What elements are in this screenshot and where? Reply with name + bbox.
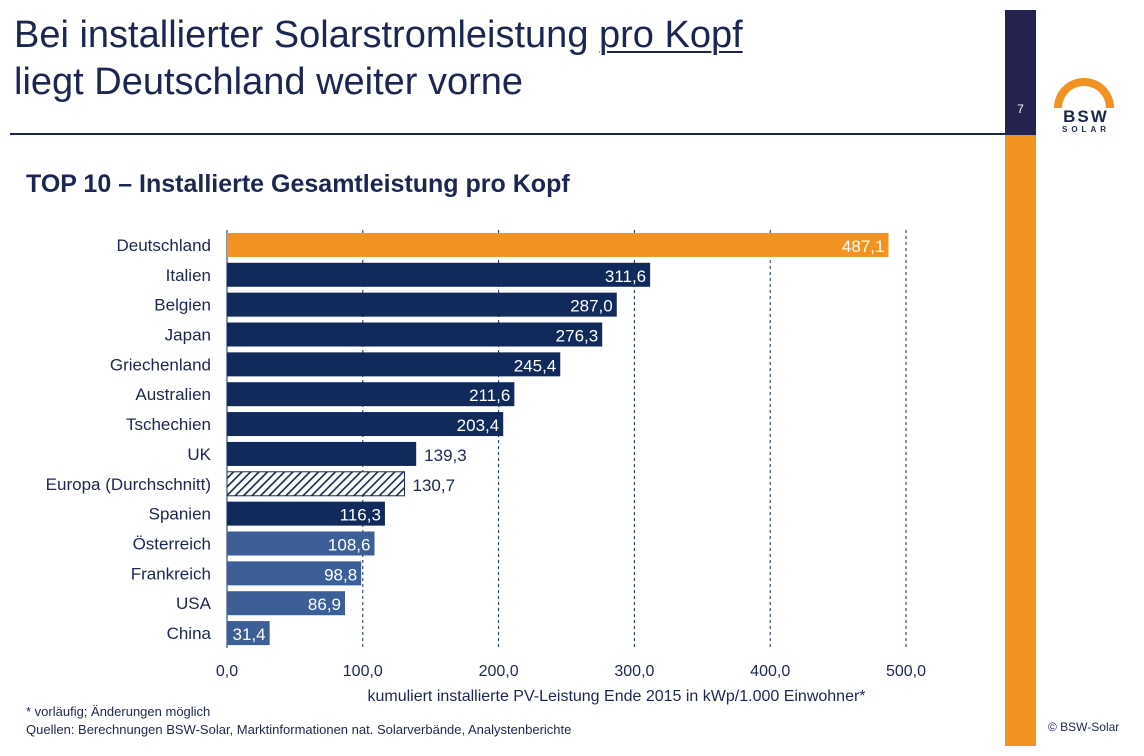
x-tick-label: 0,0	[216, 663, 238, 680]
value-label: 311,6	[605, 267, 646, 286]
category-label: Italien	[166, 266, 211, 285]
side-bar-navy	[1005, 10, 1036, 135]
bar	[227, 292, 617, 317]
bar	[227, 501, 385, 526]
value-label: 276,3	[556, 327, 599, 346]
bar	[227, 531, 375, 556]
x-tick-label: 500,0	[886, 663, 926, 680]
bar	[227, 591, 346, 616]
x-tick-label: 200,0	[479, 663, 519, 680]
category-label: China	[167, 624, 212, 643]
copyright: © BSW-Solar	[1048, 720, 1120, 734]
value-label: 211,6	[469, 386, 510, 405]
value-label: 86,9	[308, 595, 341, 614]
title-line-1: Bei installierter Solarstromleistung pro…	[14, 14, 743, 56]
category-label: Österreich	[133, 535, 211, 554]
page-number: 7	[1017, 102, 1024, 116]
footnote: * vorläufig; Änderungen möglich	[26, 704, 211, 719]
value-label: 287,0	[570, 297, 613, 316]
logo-subtext: SOLAR	[1062, 125, 1110, 134]
category-label: Frankreich	[131, 564, 211, 583]
title-underlined: pro Kopf	[599, 14, 743, 56]
value-label: 139,3	[424, 446, 467, 465]
category-label: Tschechien	[126, 415, 211, 434]
bar	[226, 471, 405, 497]
category-label: Japan	[165, 326, 211, 345]
value-label: 487,1	[842, 237, 885, 256]
bar	[227, 382, 515, 407]
bar	[227, 262, 651, 287]
bar	[227, 412, 504, 437]
bsw-logo-icon	[1054, 78, 1114, 108]
value-label: 245,4	[514, 356, 557, 375]
side-bar-orange	[1005, 135, 1036, 746]
logo-text: BSW	[1063, 107, 1109, 126]
category-label: Australien	[135, 385, 211, 404]
x-tick-label: 100,0	[343, 663, 383, 680]
category-label: Spanien	[149, 505, 211, 524]
bar	[227, 322, 603, 347]
category-label: Deutschland	[116, 236, 211, 255]
chart-title: TOP 10 – Installierte Gesamtleistung pro…	[26, 170, 570, 198]
x-axis-label: kumuliert installierte PV-Leistung Ende …	[367, 688, 865, 705]
category-label: USA	[176, 594, 212, 613]
category-label: Europa (Durchschnitt)	[46, 475, 211, 494]
x-tick-label: 300,0	[614, 663, 654, 680]
title-line-2: liegt Deutschland weiter vorne	[14, 61, 524, 103]
bar	[227, 561, 362, 586]
bar-chart: 0,0 100,0 200,0 300,0 400,0 500,0 Deutschland 4…	[46, 230, 926, 705]
slide-title: Bei installierter Solarstromleistung pro…	[14, 12, 974, 106]
x-tick-label: 400,0	[750, 663, 790, 680]
category-label: Griechenland	[110, 355, 211, 374]
bar	[227, 232, 889, 257]
value-label: 98,8	[324, 565, 357, 584]
value-label: 203,4	[457, 416, 500, 435]
value-label: 31,4	[233, 625, 266, 644]
sources-note: Quellen: Berechnungen BSW-Solar, Marktin…	[26, 722, 572, 737]
value-label: 108,6	[328, 536, 371, 555]
bar	[227, 352, 561, 377]
bar	[227, 441, 417, 466]
value-label: 116,3	[340, 506, 381, 525]
value-label: 130,7	[412, 476, 455, 495]
category-label: Belgien	[154, 296, 211, 315]
title-divider	[10, 133, 1005, 135]
category-label: UK	[187, 445, 211, 464]
bar	[227, 621, 270, 646]
